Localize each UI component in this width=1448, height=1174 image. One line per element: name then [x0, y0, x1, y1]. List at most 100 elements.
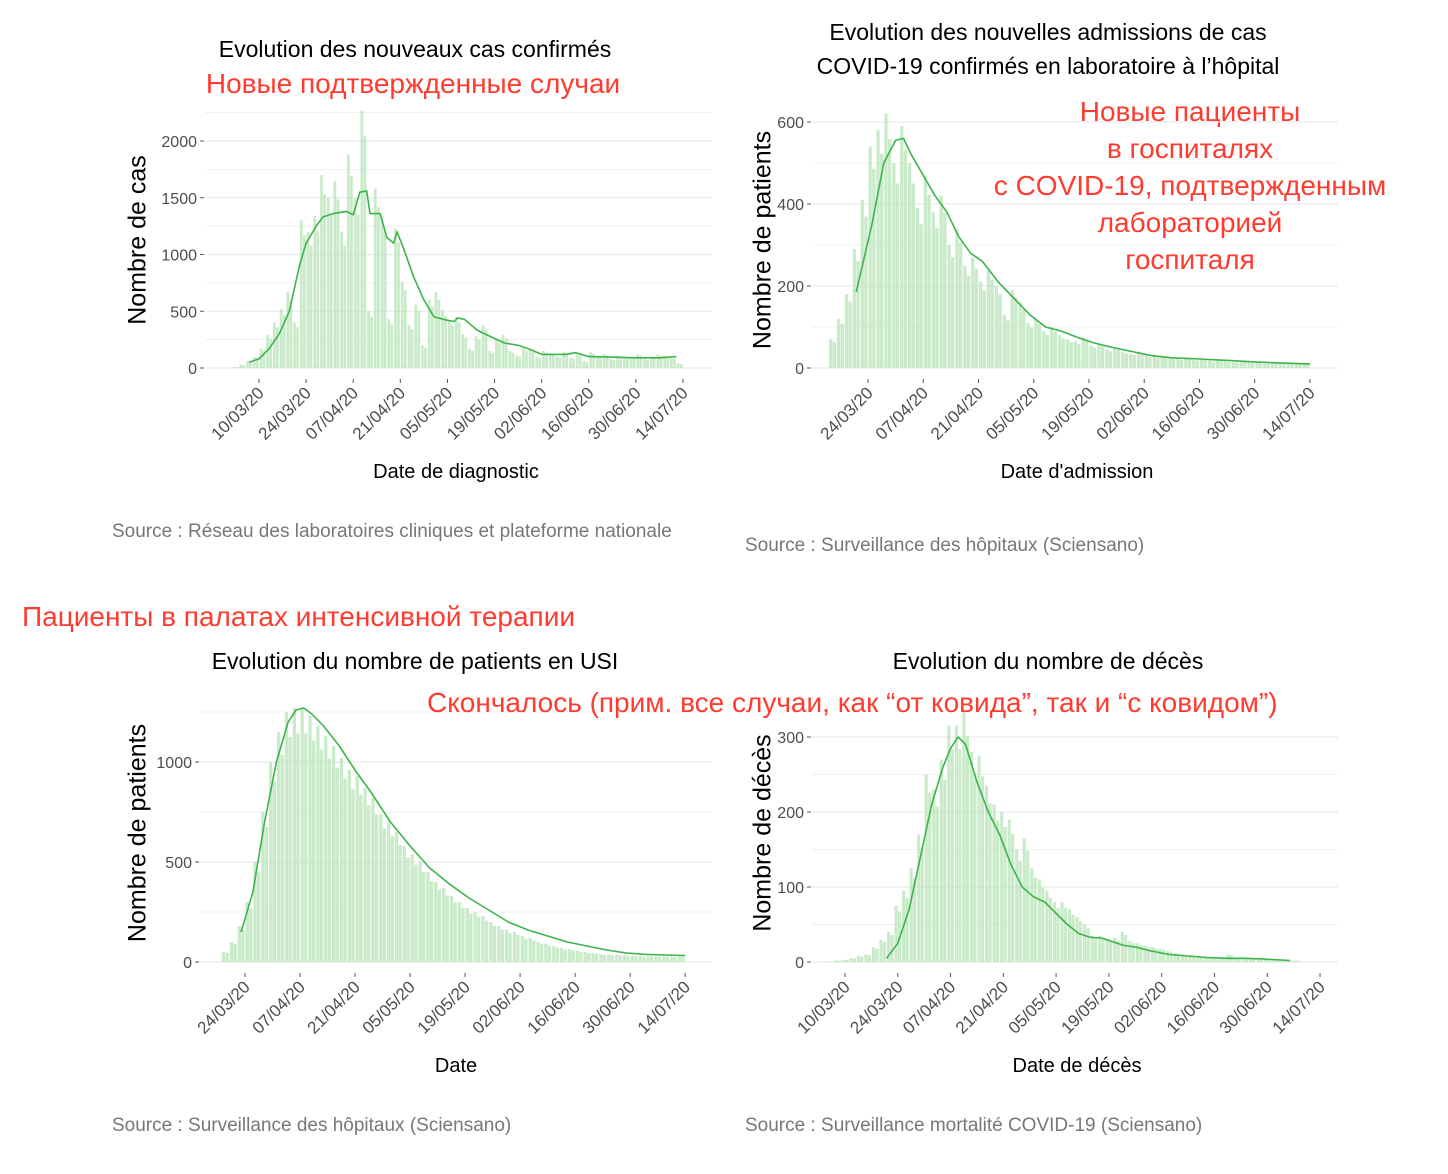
icu-bar	[363, 788, 367, 962]
hosp-annotation-ru-line4: лабораторией	[1097, 207, 1283, 238]
hosp-bar	[1211, 361, 1215, 368]
icu-bar	[437, 890, 442, 962]
hosp-x-tick-label: 30/06/20	[1203, 383, 1263, 443]
deaths-x-tick-label: 19/05/20	[1057, 977, 1117, 1037]
deaths-bar	[1263, 959, 1268, 962]
hosp-bar	[1073, 341, 1078, 368]
hosp-bar	[971, 257, 975, 368]
cases-bar	[666, 356, 670, 368]
hosp-bar	[974, 268, 979, 368]
deaths-bar	[875, 948, 879, 962]
cases-bar	[646, 359, 649, 368]
cases-bar	[495, 339, 498, 368]
hosp-bar	[1026, 322, 1030, 368]
hosp-bar	[1053, 331, 1058, 368]
cases-bar	[293, 322, 296, 368]
cases-bar	[515, 355, 519, 368]
deaths-bar	[980, 776, 985, 962]
hosp-x-tick-label: 16/06/20	[1148, 383, 1208, 443]
cases-bar	[596, 356, 599, 368]
hosp-bar	[1022, 308, 1026, 368]
deaths-bar	[905, 897, 909, 962]
hosp-bar	[840, 323, 844, 368]
deaths-bar	[871, 947, 876, 962]
deaths-bar	[917, 834, 921, 962]
deaths-bar	[1000, 812, 1004, 962]
icu-bar	[607, 954, 611, 962]
icu-bar	[524, 938, 528, 962]
deaths-bar	[890, 935, 894, 962]
cases-x-axis-title: Date de diagnostic	[373, 461, 539, 483]
icu-x-tick-label: 21/04/20	[304, 977, 364, 1037]
icu-bar	[634, 956, 638, 962]
cases-bar	[679, 363, 683, 368]
icu-bar	[324, 736, 328, 962]
icu-bar	[272, 782, 277, 962]
hosp-bar	[990, 279, 994, 368]
cases-y-tick-label: 1000	[161, 248, 197, 265]
icu-bar	[253, 862, 257, 962]
icu-bar	[552, 946, 556, 962]
icu-bar	[649, 956, 654, 962]
hosp-bar	[1029, 327, 1034, 368]
cases-bar	[551, 354, 555, 368]
icu-bar	[571, 950, 575, 962]
hosp-bar	[1097, 343, 1101, 368]
deaths-bar	[1297, 960, 1301, 962]
icu-bar	[618, 955, 622, 962]
deaths-bar	[1150, 947, 1155, 962]
deaths-bar	[1007, 819, 1011, 962]
hosp-bar	[1243, 361, 1247, 368]
icu-bar	[256, 872, 261, 962]
hosp-bar	[1168, 357, 1172, 368]
cases-bar	[501, 335, 505, 368]
deaths-bar	[1011, 833, 1015, 962]
hosp-x-tick-label: 24/03/20	[817, 383, 877, 443]
hosp-bar	[1258, 362, 1263, 368]
icu-bar	[225, 953, 229, 962]
deaths-bar	[1165, 950, 1170, 962]
hosp-bar	[1093, 347, 1097, 368]
cases-bar	[535, 356, 539, 368]
icu-annotation-ru: Пациенты в палатах интенсивной терапии	[22, 601, 575, 632]
deaths-bar	[1116, 940, 1120, 962]
hosp-bar	[1124, 353, 1129, 368]
icu-bar	[269, 762, 273, 962]
icu-bar	[374, 814, 379, 962]
hosp-bar	[1176, 358, 1180, 368]
cases-bar	[558, 357, 562, 368]
deaths-bar	[1033, 877, 1037, 962]
deaths-bar	[928, 793, 932, 962]
deaths-bar	[920, 847, 924, 962]
deaths-bar	[1045, 890, 1049, 962]
icu-bar	[536, 942, 540, 962]
icu-bar	[221, 952, 226, 962]
icu-bar	[567, 949, 572, 962]
hosp-bar	[1306, 363, 1310, 368]
deaths-bar	[1135, 943, 1139, 962]
hosp-x-tick-label: 19/05/20	[1038, 383, 1098, 443]
deaths-x-tick-label: 30/06/20	[1216, 977, 1276, 1037]
cases-bar	[407, 324, 411, 368]
hosp-bar	[1037, 323, 1042, 368]
icu-bar	[469, 913, 473, 962]
deaths-bar	[1071, 914, 1075, 962]
icu-bar	[591, 953, 595, 962]
hosp-bar	[1144, 355, 1149, 368]
cases-bar	[434, 291, 438, 368]
cases-bar	[400, 281, 404, 368]
icu-bar	[457, 902, 462, 962]
cases-bar	[474, 336, 478, 368]
icu-bar	[264, 827, 269, 962]
icu-bar	[669, 956, 674, 962]
deaths-bar	[894, 905, 898, 962]
hosp-bar	[852, 249, 857, 368]
hosp-bar	[1231, 361, 1235, 368]
icu-bar	[371, 798, 375, 962]
cases-bar	[632, 358, 636, 368]
cases-bar	[656, 354, 660, 368]
hosp-bar	[955, 228, 959, 368]
hosp-bar	[966, 275, 971, 368]
cases-bar	[477, 339, 481, 368]
deaths-bar	[1075, 917, 1079, 962]
